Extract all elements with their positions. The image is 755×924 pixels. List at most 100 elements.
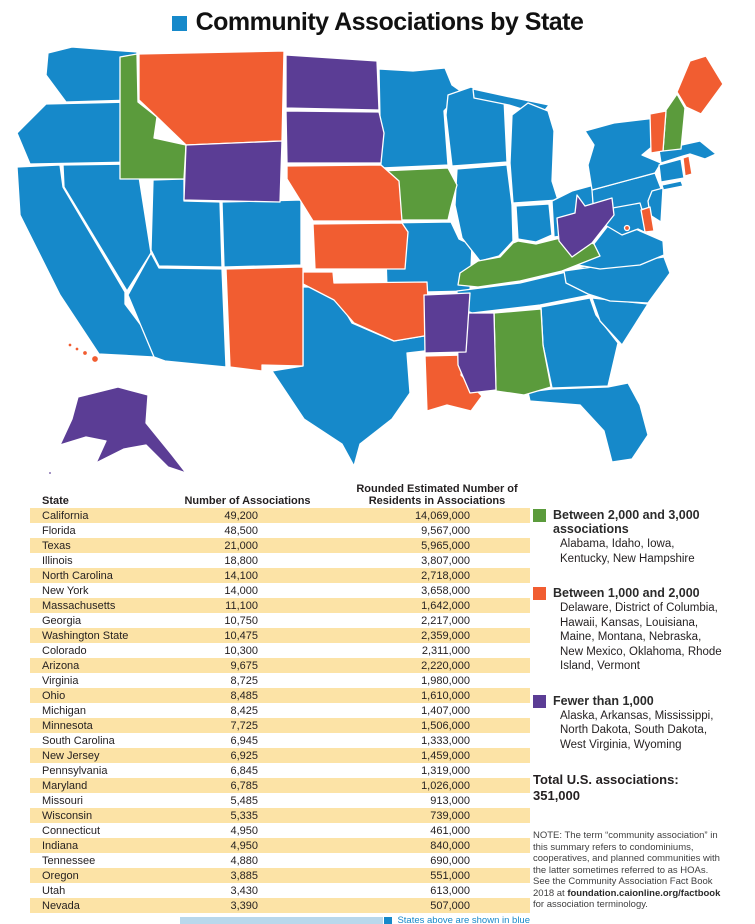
cell-associations: 8,485 (230, 689, 258, 702)
state-al (493, 308, 552, 396)
state-or (16, 101, 138, 165)
cell-state: Connecticut (42, 824, 101, 837)
legend-item-states: Alabama, Idaho, Iowa, Kentucky, New Hamp… (560, 538, 695, 565)
table-row: Indiana 4,950 840,000 (30, 838, 530, 853)
cell-associations: 4,950 (230, 839, 258, 852)
factbook-url: foundation.caionline.org/factbook (567, 887, 721, 899)
cell-residents: 9,567,000 (421, 524, 470, 537)
purple-square-icon (533, 694, 546, 708)
state-sd (285, 110, 385, 164)
cell-residents: 1,506,000 (421, 719, 470, 732)
table-row: South Carolina 6,945 1,333,000 (30, 733, 530, 748)
cell-residents: 507,000 (430, 899, 470, 912)
cell-state: North Carolina (42, 569, 113, 582)
table-row: Missouri 5,485 913,000 (30, 793, 530, 808)
table-body: California 49,200 14,069,000 Florida 48,500 9… (30, 508, 530, 913)
table-row: Virginia 8,725 1,980,000 (30, 673, 530, 688)
cell-associations: 6,945 (230, 734, 258, 747)
state-nm (225, 266, 304, 372)
cell-state: Missouri (42, 794, 83, 807)
state-az (127, 252, 227, 368)
cell-state: Pennsylvania (42, 764, 108, 777)
state-nh (662, 93, 686, 152)
cell-state: Illinois (42, 554, 73, 567)
cell-associations: 9,675 (230, 659, 258, 672)
total-associations: Total U.S. associations: 351,000 (533, 772, 749, 804)
legend-item-title: Between 1,000 and 2,000 (553, 586, 700, 600)
table-row: California 49,200 14,069,000 (30, 508, 530, 523)
cell-associations: 10,475 (224, 629, 258, 642)
cell-associations: 5,485 (230, 794, 258, 807)
cell-associations: 7,725 (230, 719, 258, 732)
cell-associations: 8,425 (230, 704, 258, 717)
cell-state: Texas (42, 539, 71, 552)
cell-state: Minnesota (42, 719, 93, 732)
state-vt (649, 110, 667, 154)
cell-state: Virginia (42, 674, 79, 687)
cell-residents: 613,000 (430, 884, 470, 897)
legend-item-title: Fewer than 1,000 (553, 693, 654, 708)
cell-residents: 840,000 (430, 839, 470, 852)
cell-residents: 1,610,000 (421, 689, 470, 702)
table-row: Georgia 10,750 2,217,000 (30, 613, 530, 628)
table-row: Connecticut 4,950 461,000 (30, 823, 530, 838)
state-ne (286, 164, 403, 222)
state-wv (556, 194, 615, 258)
title-row: Community Associations by State (0, 8, 755, 37)
state-nc (563, 256, 671, 304)
state-id (119, 53, 187, 180)
cell-state: South Carolina (42, 734, 115, 747)
table-footnote: States above are shown in blue (30, 915, 530, 924)
bottom-banner-strip (180, 917, 383, 924)
cell-associations: 10,300 (224, 644, 258, 657)
header-residents: Rounded Estimated Number of Residents in… (356, 483, 518, 507)
cell-residents: 2,220,000 (421, 659, 470, 672)
header-number-of-associations: Number of Associations (184, 494, 311, 507)
table-header-row: State Number of Associations Rounded Est… (30, 478, 530, 508)
table-row: Oregon 3,885 551,000 (30, 868, 530, 883)
cell-state: Indiana (42, 839, 79, 852)
cell-state: Massachusetts (42, 599, 116, 612)
legend-item-states: Delaware, District of Columbia, Hawaii, … (560, 602, 722, 672)
table-row: Colorado 10,300 2,311,000 (30, 643, 530, 658)
table-row: Massachusetts 11,100 1,642,000 (30, 598, 530, 613)
note-paragraph: NOTE: The term “community association” i… (533, 830, 727, 911)
cell-residents: 551,000 (430, 869, 470, 882)
cell-residents: 739,000 (430, 809, 470, 822)
cell-state: Washington State (42, 629, 129, 642)
cell-associations: 4,880 (230, 854, 258, 867)
table-row: Michigan 8,425 1,407,000 (30, 703, 530, 718)
table-row: North Carolina 14,100 2,718,000 (30, 568, 530, 583)
state-co (221, 199, 302, 268)
total-value: 351,000 (533, 788, 580, 803)
cell-state: New Jersey (42, 749, 100, 762)
state-de (640, 206, 655, 233)
legend-item-states: Alaska, Arkansas, Mississippi, North Dak… (560, 709, 714, 751)
cell-state: Michigan (42, 704, 87, 717)
state-hi (81, 349, 89, 357)
note-text: NOTE: The term “community association” i… (533, 830, 720, 899)
map-legend: Between 2,000 and 3,000 associations Alab… (533, 508, 749, 911)
table-row: Wisconsin 5,335 739,000 (30, 808, 530, 823)
cell-associations: 14,000 (224, 584, 258, 597)
cell-residents: 913,000 (430, 794, 470, 807)
state-hi (74, 346, 80, 352)
cell-associations: 3,430 (230, 884, 258, 897)
state-fl (527, 382, 649, 463)
cell-associations: 4,950 (230, 824, 258, 837)
state-wi (445, 86, 508, 167)
cell-residents: 2,311,000 (421, 644, 470, 657)
table-row: Tennessee 4,880 690,000 (30, 853, 530, 868)
cell-associations: 21,000 (224, 539, 258, 552)
blue-square-icon (384, 916, 393, 924)
cell-state: New York (42, 584, 89, 597)
legend-items: Between 2,000 and 3,000 associations Alab… (533, 508, 749, 752)
cell-residents: 1,333,000 (421, 734, 470, 747)
green-square-icon (533, 509, 546, 522)
table-row: Nevada 3,390 507,000 (30, 898, 530, 913)
state-hi (67, 342, 73, 348)
state-ny-long-island (661, 180, 684, 191)
cell-state: Oregon (42, 869, 79, 882)
state-mt (138, 50, 285, 146)
total-label: Total U.S. associations: (533, 772, 679, 787)
